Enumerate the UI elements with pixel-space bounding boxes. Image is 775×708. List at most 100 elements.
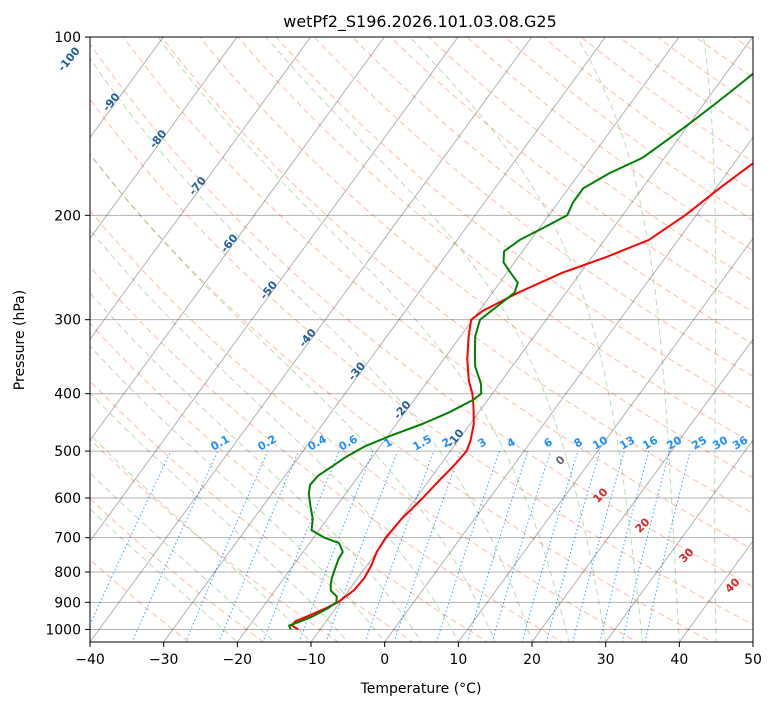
dry-adiabat-label: -80	[147, 127, 170, 151]
isotherm-line	[236, 37, 680, 642]
y-axis-label: Pressure (hPa)	[12, 290, 28, 390]
x-tick-label: 50	[744, 652, 762, 668]
moist-adiabat-line	[90, 153, 496, 642]
mixing-ratio-line	[545, 450, 601, 642]
dry-adiabat-line	[237, 37, 753, 444]
dry-adiabat-line	[199, 37, 753, 479]
moist-adiabat-line	[90, 345, 386, 642]
dry-adiabat-label: -40	[296, 326, 319, 350]
y-tick-label: 1000	[45, 622, 81, 638]
dry-adiabat-line	[542, 37, 753, 192]
temperature-profile-line	[291, 161, 753, 631]
isotherm-line	[90, 37, 385, 442]
mixing-ratio-label: 4	[505, 435, 518, 450]
isotherm-line	[678, 540, 753, 642]
isotherm-line	[752, 641, 753, 642]
dry-adiabat-label: -70	[186, 174, 209, 198]
mixing-ratio-label: 13	[617, 434, 637, 453]
isotherm-line	[605, 439, 753, 642]
y-tick-label: 200	[54, 208, 81, 224]
moist-adiabat-line	[90, 57, 533, 642]
isotherm-line	[90, 37, 164, 139]
mixing-ratio-label: 36	[730, 433, 750, 452]
moist-adiabat-line	[90, 508, 239, 642]
dry-adiabat-line	[694, 37, 753, 79]
mixing-ratio-label: 0.4	[306, 432, 330, 453]
dewpoint-profile-line	[288, 72, 753, 630]
dry-adiabat-line	[160, 37, 753, 514]
dry-adiabat-line	[313, 37, 753, 377]
mixing-ratio-label: 10	[590, 433, 610, 452]
mixing-ratio-line	[466, 450, 529, 642]
background-lines	[90, 24, 775, 654]
mixing-ratio-line	[218, 450, 299, 642]
dry-adiabat-label: -60	[218, 231, 241, 255]
isotherm-line	[531, 338, 753, 642]
mixing-ratio-line	[644, 450, 691, 642]
dry-adiabat-line	[90, 498, 265, 642]
moist-adiabat-line	[90, 292, 423, 642]
plot-frame	[89, 36, 754, 643]
dry-adiabat-line	[90, 153, 713, 642]
mixing-ratio-label: 0.1	[209, 432, 232, 453]
moist-adiabat-line	[703, 37, 717, 642]
dry-adiabat-line	[90, 380, 414, 642]
moist-adiabat-line	[157, 37, 570, 642]
mixing-ratio-line	[621, 450, 670, 642]
x-tick-label: 0	[380, 652, 389, 668]
mixing-ratio-line	[262, 450, 340, 642]
x-tick-label: −10	[296, 652, 326, 668]
isotherm-line	[310, 37, 753, 642]
x-tick-label: 30	[597, 652, 615, 668]
y-tick-label: 300	[54, 313, 81, 329]
y-tick-label: 600	[54, 491, 81, 507]
moist-adiabat-line	[409, 37, 644, 642]
dry-adiabat-line	[90, 42, 753, 588]
moist-adiabat-line	[576, 37, 680, 642]
moist-adiabat-label: 10	[591, 485, 611, 505]
x-tick-label: 10	[449, 652, 467, 668]
dry-adiabat-line	[753, 24, 775, 654]
isotherm-line	[384, 136, 753, 642]
dry-adiabat-line	[389, 37, 753, 313]
mixing-ratio-label: 8	[572, 435, 585, 450]
isotherm-line	[90, 37, 312, 341]
mixing-ratio-line	[491, 450, 552, 642]
dry-adiabat-label: -20	[391, 398, 414, 422]
dry-adiabat-line	[90, 209, 639, 642]
dry-adiabat-line	[580, 37, 753, 163]
moist-adiabat-line	[90, 392, 349, 642]
mixing-ratio-line	[599, 450, 650, 642]
dry-adiabat-label: -50	[257, 278, 280, 302]
y-tick-label: 900	[54, 595, 81, 611]
isotherm-line	[163, 37, 606, 642]
mixing-ratio-label: 25	[689, 434, 709, 453]
moist-adiabat-line	[90, 472, 275, 642]
dry-adiabat-line	[90, 322, 489, 642]
dry-adiabat-line	[90, 438, 340, 642]
mixing-ratio-label: 6	[542, 435, 555, 450]
mixing-ratio-line	[131, 450, 219, 642]
x-tick-label: −40	[75, 652, 105, 668]
y-tick-label: 700	[54, 531, 81, 547]
mixing-ratio-label: 3	[476, 435, 489, 450]
mixing-ratio-label: 30	[710, 433, 730, 452]
mixing-ratio-label: 0.2	[256, 432, 279, 453]
moist-adiabat-label: 30	[677, 545, 697, 565]
y-tick-label: 800	[54, 565, 81, 581]
moist-adiabat-label: 20	[633, 515, 653, 535]
y-axis: 1000 900 800 700 600 500 400 300 200 100	[45, 30, 90, 638]
isotherm-line	[90, 37, 459, 542]
dry-adiabat-label: -100	[55, 44, 83, 74]
dry-adiabat-line	[90, 98, 753, 626]
mixing-ratio-label: 1.5	[411, 432, 434, 453]
x-tick-label: 20	[523, 652, 541, 668]
y-tick-label: 500	[54, 444, 81, 460]
mixing-ratio-line	[521, 450, 579, 642]
y-tick-label: 400	[54, 387, 81, 403]
y-tick-label: 100	[54, 30, 81, 46]
dry-adiabat-line	[351, 37, 753, 345]
isotherm-line	[457, 237, 753, 642]
dry-adiabat-line	[90, 558, 190, 642]
